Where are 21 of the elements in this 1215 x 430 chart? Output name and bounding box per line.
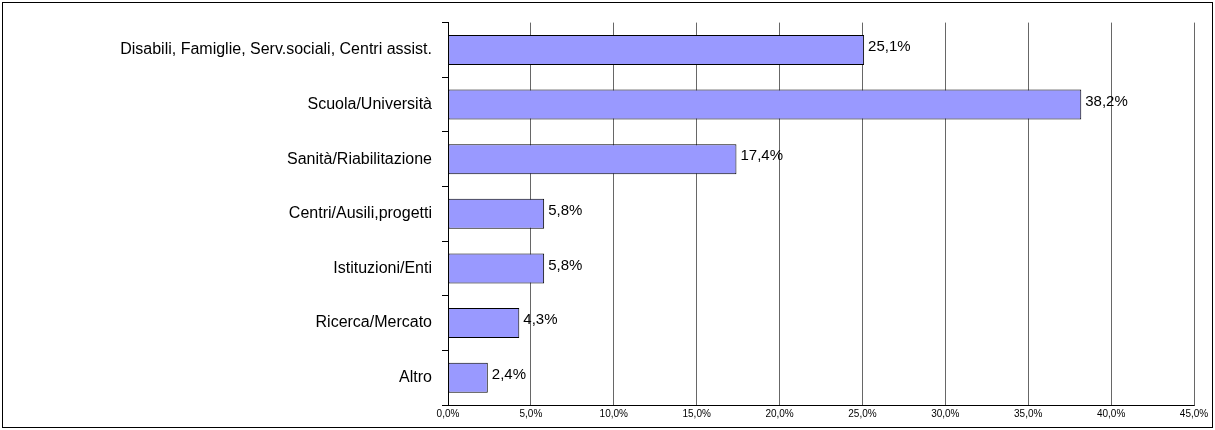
x-tick-label: 40,0% xyxy=(1096,407,1126,419)
y-tick-label: Scuola/Università xyxy=(307,94,433,112)
y-tick-label: Altro xyxy=(399,368,433,386)
data-label: 25,1% xyxy=(868,37,911,55)
x-tick-label: 35,0% xyxy=(1014,407,1043,419)
y-tick-label: Istituzioni/Enti xyxy=(333,258,432,276)
y-tick-label: Disabili, Famiglie, Serv.sociali, Centri assist. xyxy=(120,40,432,58)
data-label: 5,8% xyxy=(548,200,583,218)
x-tick-label: 25,0% xyxy=(848,407,877,419)
x-tick-label: 5,0% xyxy=(519,407,543,419)
y-tick-label: Sanità/Riabilitazione xyxy=(287,149,433,167)
x-tick-label: 0,0% xyxy=(436,407,460,419)
y-tick-label: Centri/Ausili,progetti xyxy=(288,204,432,222)
x-tick-label: 15,0% xyxy=(682,407,711,419)
x-tick-label: 30,0% xyxy=(931,407,960,419)
data-label: 5,8% xyxy=(548,255,583,273)
x-tick-label: 20,0% xyxy=(765,407,794,419)
y-tick-label: Ricerca/Mercato xyxy=(315,313,433,331)
data-label: 2,4% xyxy=(491,364,526,382)
x-tick-label: 45,0% xyxy=(1179,407,1209,419)
x-tick-label: 10,0% xyxy=(599,407,629,419)
